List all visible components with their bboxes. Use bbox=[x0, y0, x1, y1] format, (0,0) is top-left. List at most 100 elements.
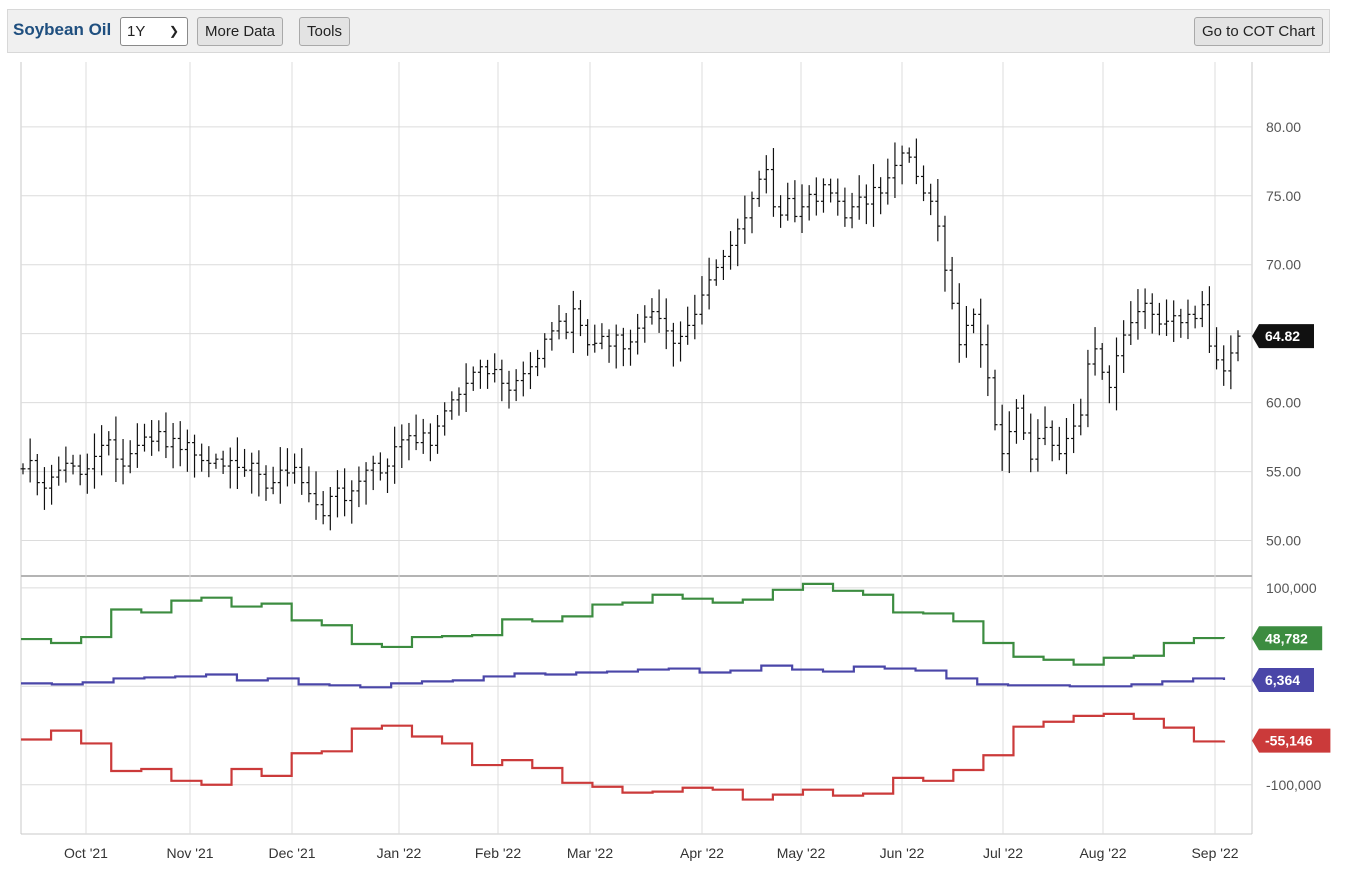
chevron-down-icon: ❯ bbox=[168, 24, 179, 38]
ohlc-bar bbox=[713, 259, 719, 286]
more-data-button[interactable]: More Data bbox=[197, 17, 284, 46]
x-tick-label: Sep '22 bbox=[1191, 845, 1238, 861]
ohlc-bar bbox=[1085, 349, 1091, 428]
ohlc-bar bbox=[606, 329, 612, 363]
ohlc-bar bbox=[477, 359, 483, 389]
ohlc-bar bbox=[449, 391, 455, 420]
ohlc-bar bbox=[670, 322, 676, 367]
ohlc-bar bbox=[685, 306, 691, 345]
ohlc-bar bbox=[527, 352, 533, 390]
ohlc-bar bbox=[763, 155, 769, 194]
ohlc-bar bbox=[506, 370, 512, 409]
ohlc-bar bbox=[1071, 403, 1077, 454]
ohlc-bar bbox=[1178, 308, 1184, 338]
ohlc-bar bbox=[756, 170, 762, 207]
x-tick-label: Aug '22 bbox=[1079, 845, 1126, 861]
ohlc-bar bbox=[27, 438, 33, 483]
ohlc-bar bbox=[156, 420, 162, 452]
ohlc-bar bbox=[242, 448, 248, 477]
ohlc-bar bbox=[999, 404, 1005, 471]
cot-last-badge: -55,146 bbox=[1252, 728, 1331, 753]
ohlc-bar bbox=[413, 414, 419, 451]
ohlc-bar bbox=[199, 443, 205, 472]
ohlc-bar bbox=[978, 298, 984, 368]
ohlc-bar bbox=[1199, 291, 1205, 328]
ohlc-bar bbox=[770, 148, 776, 217]
ohlc-bar bbox=[192, 434, 198, 478]
svg-text:6,364: 6,364 bbox=[1265, 672, 1300, 688]
ohlc-bar bbox=[427, 423, 433, 462]
x-tick-label: Apr '22 bbox=[680, 845, 724, 861]
x-tick-label: Feb '22 bbox=[475, 845, 521, 861]
ohlc-bar bbox=[277, 447, 283, 504]
ohlc-bar bbox=[320, 491, 326, 525]
ohlc-bar bbox=[992, 369, 998, 431]
ohlc-bar bbox=[520, 361, 526, 397]
ohlc-bar bbox=[84, 453, 90, 494]
chart-title: Soybean Oil bbox=[13, 20, 112, 39]
ohlc-bar bbox=[778, 195, 784, 228]
ohlc-bar bbox=[656, 289, 662, 333]
ohlc-bar bbox=[813, 177, 819, 216]
ohlc-bar bbox=[1214, 327, 1220, 370]
ohlc-bar bbox=[1235, 330, 1241, 362]
price-y-tick-label: 75.00 bbox=[1266, 188, 1301, 204]
ohlc-bar bbox=[835, 178, 841, 216]
ohlc-bar bbox=[63, 446, 69, 483]
ohlc-bar bbox=[749, 191, 755, 234]
ohlc-bar bbox=[742, 195, 748, 244]
svg-text:48,782: 48,782 bbox=[1265, 630, 1308, 646]
ohlc-bar bbox=[1106, 365, 1112, 404]
ohlc-bar bbox=[492, 353, 498, 383]
ohlc-bar bbox=[678, 321, 684, 362]
ohlc-bar bbox=[213, 453, 219, 469]
ohlc-bar bbox=[720, 249, 726, 280]
ohlc-bar bbox=[1164, 299, 1170, 336]
cot-y-tick-label: -100,000 bbox=[1266, 777, 1321, 793]
x-tick-label: Dec '21 bbox=[268, 845, 315, 861]
ohlc-bar bbox=[1206, 286, 1212, 354]
ohlc-bar bbox=[99, 425, 105, 476]
ohlc-bar bbox=[963, 305, 969, 358]
ohlc-bar bbox=[1121, 320, 1127, 373]
chart-toolbar: Soybean Oil 1Y ❯ More Data Tools Go to CO… bbox=[7, 9, 1330, 53]
ohlc-bar bbox=[885, 158, 891, 205]
ohlc-bar bbox=[463, 363, 469, 412]
ohlc-bar bbox=[49, 464, 55, 505]
x-tick-label: May '22 bbox=[777, 845, 826, 861]
ohlc-bar bbox=[613, 324, 619, 369]
ohlc-bar bbox=[563, 312, 569, 340]
ohlc-bar bbox=[735, 218, 741, 267]
ohlc-bar bbox=[921, 165, 927, 202]
ohlc-bar bbox=[906, 147, 912, 163]
ohlc-bar bbox=[599, 323, 605, 350]
ohlc-bar bbox=[913, 138, 919, 185]
ohlc-bar bbox=[392, 426, 398, 484]
ohlc-bar bbox=[106, 431, 112, 456]
period-select[interactable]: 1Y ❯ bbox=[120, 17, 188, 46]
ohlc-bar bbox=[878, 177, 884, 215]
svg-text:-55,146: -55,146 bbox=[1265, 733, 1313, 749]
ohlc-bar bbox=[399, 424, 405, 468]
ohlc-bar bbox=[570, 290, 576, 354]
ohlc-bar bbox=[577, 300, 583, 337]
ohlc-bar bbox=[113, 416, 119, 482]
ohlc-bar bbox=[263, 465, 269, 501]
cot-chart-button[interactable]: Go to COT Chart bbox=[1194, 17, 1324, 46]
ohlc-bar bbox=[20, 463, 26, 475]
x-tick-label: Jun '22 bbox=[880, 845, 925, 861]
tools-button[interactable]: Tools bbox=[299, 17, 351, 46]
ohlc-bar bbox=[442, 402, 448, 436]
ohlc-bar bbox=[499, 359, 505, 402]
x-tick-label: Jan '22 bbox=[377, 845, 422, 861]
ohlc-bar bbox=[620, 327, 626, 367]
ohlc-bar bbox=[256, 450, 262, 497]
ohlc-bar bbox=[706, 257, 712, 310]
ohlc-bar bbox=[206, 446, 212, 478]
ohlc-bar bbox=[142, 423, 147, 452]
ohlc-bar bbox=[1185, 299, 1191, 340]
ohlc-bar bbox=[120, 439, 126, 485]
ohlc-bar bbox=[406, 422, 412, 461]
ohlc-bar bbox=[1028, 413, 1034, 473]
ohlc-bar bbox=[863, 184, 869, 225]
